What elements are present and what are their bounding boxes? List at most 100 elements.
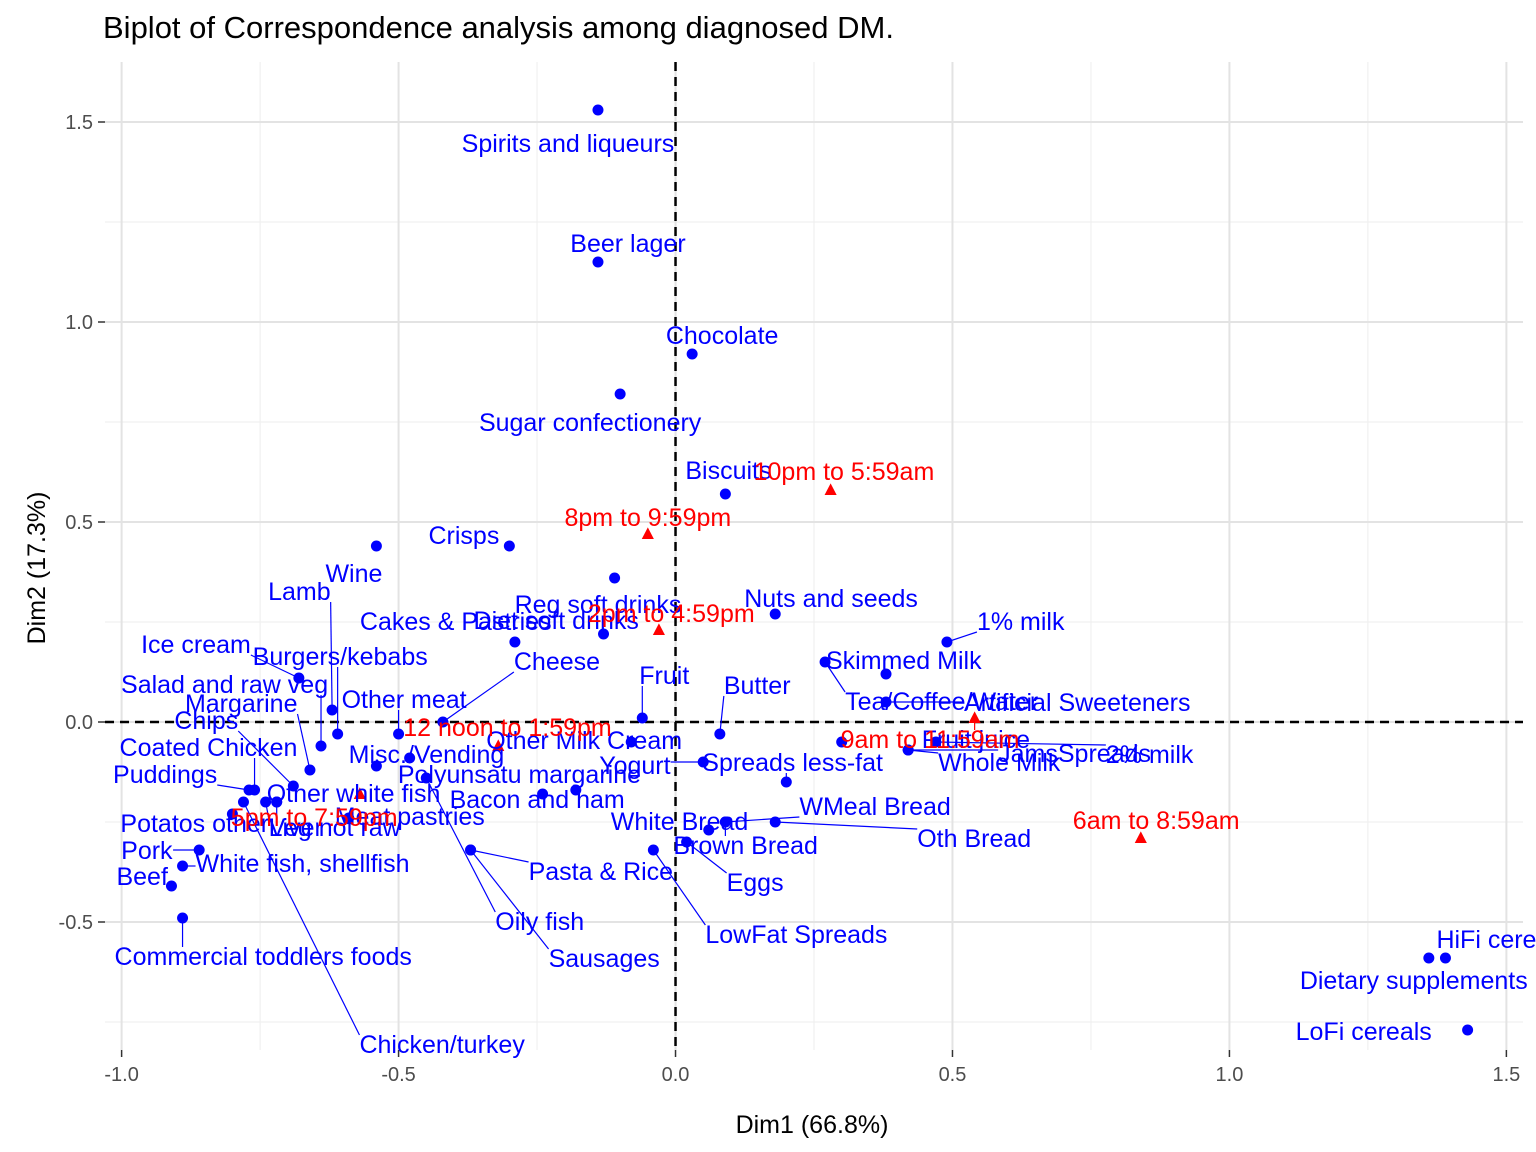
label-misc-vending: Misc./Vending	[349, 741, 505, 769]
point-cakes-pastries	[509, 636, 521, 648]
point-lamb	[326, 704, 338, 716]
label-sausages: Sausages	[549, 945, 660, 973]
point-lowfat-spreads	[647, 844, 659, 856]
label-oily-fish: Oily fish	[495, 908, 584, 936]
label-1-milk: 1% milk	[977, 608, 1065, 636]
point-jamsspreads	[902, 744, 914, 756]
label-bacon-and-ham: Bacon and ham	[450, 786, 625, 814]
label-coated-chicken: Coated Chicken	[120, 734, 298, 762]
point-veg-not-raw	[271, 796, 283, 808]
y-tick-label: 1.5	[65, 112, 93, 134]
label-leader-lines	[167, 601, 1106, 1036]
leader-ice-cream	[250, 654, 300, 679]
grid-lines	[105, 62, 1523, 1050]
label-jamsspreads: JamsSpreads	[998, 740, 1151, 768]
point-10pm-to-5-59am	[824, 483, 837, 495]
label-8pm-to-9-59pm: 8pm to 9:59pm	[564, 504, 731, 532]
label-nuts-and-seeds: Nuts and seeds	[744, 585, 918, 613]
label-polyunsatu-margarine: Polyunsatu margarine	[398, 761, 641, 789]
point-white-fish-shellfish	[177, 860, 189, 872]
label-wine: Wine	[325, 560, 382, 588]
label-other-milk-cream: Other Milk Cream	[486, 727, 682, 755]
point-sugar-confectionery	[614, 388, 626, 400]
point-brown-bread	[719, 816, 731, 828]
point-lofi-cereals	[1462, 1024, 1474, 1036]
label-5pm-to-7-59pm: 5pm to 7:59pm	[231, 804, 398, 832]
label-puddings: Puddings	[113, 761, 217, 789]
label-biscuits: Biscuits	[685, 457, 771, 485]
label-ice-cream: Ice cream	[141, 631, 251, 659]
point-12-noon-to-1-59pm	[492, 739, 505, 751]
reference-lines	[105, 62, 1523, 1050]
y-tick-label: 0.5	[65, 512, 93, 534]
label-butter: Butter	[724, 672, 791, 700]
leader-lamb	[330, 601, 333, 711]
label-other-white-fish: Other white fish	[267, 780, 441, 808]
point-9am-to-11-59am	[968, 711, 981, 723]
x-tick-label: 1.5	[1492, 1064, 1520, 1086]
label-beef: Beef	[116, 863, 167, 891]
point-pork	[193, 844, 205, 856]
label-lowfat-spreads: LowFat Spreads	[705, 921, 887, 949]
label-white-fish-shellfish: White fish, shellfish	[196, 850, 410, 878]
chart-title: Biplot of Correspondence analysis among …	[103, 10, 894, 45]
x-tick-label: -1.0	[104, 1064, 138, 1086]
data-points	[165, 104, 1474, 1036]
point-fruit-juice	[836, 736, 848, 748]
label-fruit-juice: Fruit juice	[922, 726, 1030, 754]
leader-chips	[237, 730, 294, 787]
point-8pm-to-9-59pm	[641, 527, 654, 539]
label-tea-coffee-water: Tea/Coffee/Water	[845, 688, 1038, 716]
x-tick-label: 0.0	[662, 1064, 690, 1086]
label-eggs: Eggs	[727, 869, 784, 897]
x-axis-title: Dim1 (66.8%)	[736, 1111, 889, 1139]
label-skimmed-milk: Skimmed Milk	[826, 647, 982, 675]
point-dietary-supplements	[1423, 952, 1435, 964]
point-polyunsatu-margarine	[570, 784, 582, 796]
point-cheese	[437, 716, 449, 728]
point-beer-lager	[592, 256, 604, 268]
leader-chicken-turkey	[242, 801, 361, 1036]
label-12-noon-to-1-59pm: 12 noon to 1:59pm	[403, 714, 612, 742]
point-5pm-to-7-59pm	[353, 787, 366, 799]
label-reg-soft-drinks: Reg soft drinks	[515, 591, 682, 619]
x-tick-label: 1.0	[1216, 1064, 1244, 1086]
leader-cheese	[442, 671, 515, 723]
label-pork: Pork	[121, 837, 173, 865]
leader-margarine	[296, 713, 311, 771]
label-oth-bread: Oth Bread	[917, 825, 1031, 853]
point-eggs	[681, 836, 693, 848]
y-tick-label: 0.0	[65, 712, 93, 734]
y-tick-label: -0.5	[59, 912, 93, 934]
label-diet-soft-drinks: Diet soft drinks	[474, 607, 639, 635]
label-potatos-other: Potatos other	[120, 810, 269, 838]
label-veg-not-raw: Veg not raw	[269, 814, 402, 842]
point-potatos-other	[226, 808, 238, 820]
point-diet-soft-drinks	[598, 628, 610, 640]
point-puddings	[243, 784, 255, 796]
label-spirits-and-liqueurs: Spirits and liqueurs	[462, 130, 675, 158]
point-wine	[370, 540, 382, 552]
point-oily-fish	[420, 772, 432, 784]
y-axis-title: Dim2 (17.3%)	[23, 492, 51, 645]
point-crisps	[503, 540, 515, 552]
label-lofi-cereals: LoFi cereals	[1296, 1018, 1432, 1046]
label-cheese: Cheese	[514, 648, 600, 676]
point-skimmed-milk	[880, 668, 892, 680]
point-chocolate	[686, 348, 698, 360]
leader-oth-bread	[775, 821, 918, 830]
point-chicken-turkey	[237, 796, 249, 808]
point-spirits-and-liqueurs	[592, 104, 604, 116]
label-white-bread: White Bread	[611, 808, 749, 836]
point-misc-fish	[370, 760, 382, 772]
label-chips: Chips	[174, 707, 238, 735]
label-brown-bread: Brown Bread	[673, 832, 818, 860]
leader-oily-fish	[425, 777, 496, 913]
label-liver: Liver	[269, 814, 323, 842]
label-dietary-supplements: Dietary supplements	[1300, 967, 1528, 995]
point-fruit	[636, 712, 648, 724]
point-yogurt	[697, 756, 709, 768]
point-labels: Spirits and liqueurs Beer lager Chocolate S…	[113, 130, 1536, 1059]
label-meat-pastries: Meat pastries	[335, 803, 485, 831]
point-burgers-kebabs	[332, 728, 344, 740]
